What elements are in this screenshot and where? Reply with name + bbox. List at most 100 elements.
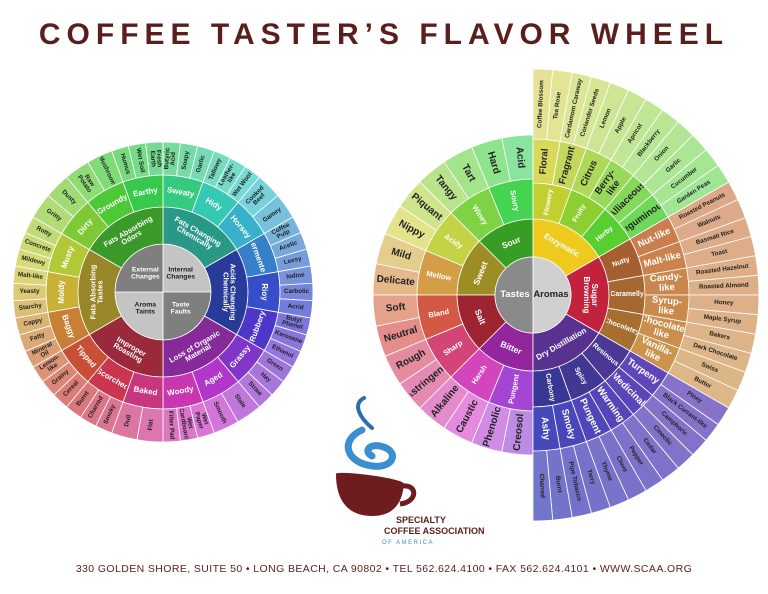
center-label-group: Aromas xyxy=(534,289,568,301)
descriptor-segment xyxy=(443,390,490,444)
descriptor-detail-label-group: Charred xyxy=(537,473,547,499)
descriptor-segment xyxy=(471,137,511,189)
center-label-box: Internal Changes xyxy=(166,266,196,281)
category-label: Sugar Browning xyxy=(582,276,599,314)
descriptor-segment xyxy=(399,181,452,232)
subcategory-label: Sweaty xyxy=(166,185,195,199)
descriptor-segment xyxy=(372,294,420,327)
logo-cup xyxy=(336,472,404,516)
logo-text: COFFEE ASSOCIATION xyxy=(384,526,485,536)
subcategory-label: Carbony xyxy=(543,372,556,403)
center-label-group: Aroma Taints xyxy=(135,302,157,316)
category-label-group: Sugar Browning xyxy=(582,276,599,314)
subcategory-label: Earthy xyxy=(132,185,159,199)
subcategory-label-box: Moldy xyxy=(57,280,66,304)
descriptor-segment xyxy=(145,141,164,177)
center-label-box: Aromas xyxy=(534,289,568,301)
logo-handle xyxy=(399,483,417,507)
footer: 330 GOLDEN SHORE, SUITE 50 • LONG BEACH,… xyxy=(75,563,693,575)
center-label-box: Taste Faults xyxy=(171,302,191,316)
descriptor-label-group: Filter Pad xyxy=(167,410,176,440)
descriptor-detail-segment xyxy=(532,449,554,522)
title: COFFEE TASTER’S FLAVOR WHEEL xyxy=(38,18,730,51)
subcategory-label-group: Sweaty xyxy=(166,185,195,199)
logo: SPECIALTY COFFEE ASSOCIATION OF AMERICA xyxy=(336,396,485,546)
descriptor-detail-label-box: Charred xyxy=(537,473,547,499)
subcategory-label-box: Pungent xyxy=(506,373,522,405)
center-label: Aromas xyxy=(534,289,568,301)
center-label-group: Tastes xyxy=(500,289,530,301)
subcategory-label-group: Rioy xyxy=(260,283,269,301)
descriptor-segment xyxy=(471,401,511,453)
category-label-box: Acids Changing Chemically xyxy=(222,263,239,320)
subcategory-label-group: Baked xyxy=(132,384,159,398)
descriptor-label: Filter Pad xyxy=(167,410,176,440)
subcategory-label-group: Woody xyxy=(166,384,195,398)
center-segment xyxy=(494,256,534,334)
descriptor-label-box: Ashy xyxy=(538,416,552,441)
center-label-box: Aroma Taints xyxy=(135,302,157,316)
category-label-box: Sugar Browning xyxy=(582,276,599,314)
descriptor-label-box: Filter Pad xyxy=(167,410,176,440)
descriptor-label: Creosol xyxy=(511,413,527,452)
subcategory-label: Baked xyxy=(132,384,159,398)
subcategory-label-box: Mellow xyxy=(425,269,453,283)
subcategory-label-box: Baked xyxy=(132,384,159,398)
descriptor-detail-label: Charred xyxy=(537,473,547,499)
descriptor-segment xyxy=(419,161,470,214)
category-label-group: Fats Absorbing Tastes xyxy=(88,264,105,320)
subcategory-label: Rioy xyxy=(260,283,269,301)
descriptor-segment xyxy=(399,358,452,409)
descriptor-label: Delicate xyxy=(376,273,416,289)
subcategory-label-group: Caramelly xyxy=(610,291,644,299)
subcategory-label-box: Woody xyxy=(166,384,195,398)
subcategory-label: Caramelly xyxy=(610,291,644,299)
center-label-box: External Changes xyxy=(130,266,160,281)
subcategory-label-group: Earthy xyxy=(132,185,159,199)
descriptor-label-group: Creosol xyxy=(511,413,527,452)
descriptor-label-group: Carbolic xyxy=(283,287,310,295)
descriptor-segment xyxy=(375,233,427,273)
descriptor-label: Carbolic xyxy=(283,287,310,295)
center-label-group: External Changes xyxy=(130,266,160,281)
center-label-box: Tastes xyxy=(500,289,530,301)
subcategory-label: Moldy xyxy=(57,280,66,304)
descriptor-label-box: Fresh Earth xyxy=(149,150,163,168)
descriptor-label: Ashy xyxy=(538,416,552,441)
subcategory-label: Pungent xyxy=(506,373,522,405)
subcategory-label-group: Mellow xyxy=(425,269,453,283)
subcategory-label: Mellow xyxy=(425,269,453,283)
descriptor-segment xyxy=(384,205,438,252)
descriptor-label-group: Yeasty xyxy=(19,287,40,295)
logo-swirl xyxy=(344,426,396,470)
subcategory-label-group: Pungent xyxy=(506,373,522,405)
subcategory-label: Woody xyxy=(166,384,195,398)
center-label: Tastes xyxy=(500,289,530,301)
subcategory-label-group: Moldy xyxy=(57,280,66,304)
center-segment xyxy=(532,256,572,334)
descriptor-label-group: Ashy xyxy=(538,416,552,441)
subcategory-label-group: Carbony xyxy=(543,372,556,403)
center-label-group: Taste Faults xyxy=(171,302,191,316)
descriptor-label-box: Carbolic xyxy=(283,287,310,295)
subcategory-label-box: Caramelly xyxy=(610,291,644,299)
center-label-group: Internal Changes xyxy=(166,266,196,281)
descriptor-label-box: Creosol xyxy=(511,413,527,452)
category-label-group: Acids Changing Chemically xyxy=(222,263,239,320)
logo-text: SPECIALTY xyxy=(396,515,446,525)
descriptor-segment xyxy=(443,146,490,200)
descriptor-segment xyxy=(501,408,534,456)
subcategory-label-box: Rioy xyxy=(260,283,269,301)
logo-text: OF AMERICA xyxy=(382,540,434,546)
center-label: Internal Changes xyxy=(166,266,196,281)
logo-swirl xyxy=(356,396,374,430)
descriptor-segment xyxy=(372,263,420,296)
center-label: External Changes xyxy=(130,266,160,281)
descriptor-segment xyxy=(384,338,438,385)
descriptor-label: Yeasty xyxy=(19,287,40,295)
subcategory-label-box: Earthy xyxy=(132,185,159,199)
descriptor-segment xyxy=(375,317,427,357)
category-label: Fats Absorbing Tastes xyxy=(88,264,105,320)
